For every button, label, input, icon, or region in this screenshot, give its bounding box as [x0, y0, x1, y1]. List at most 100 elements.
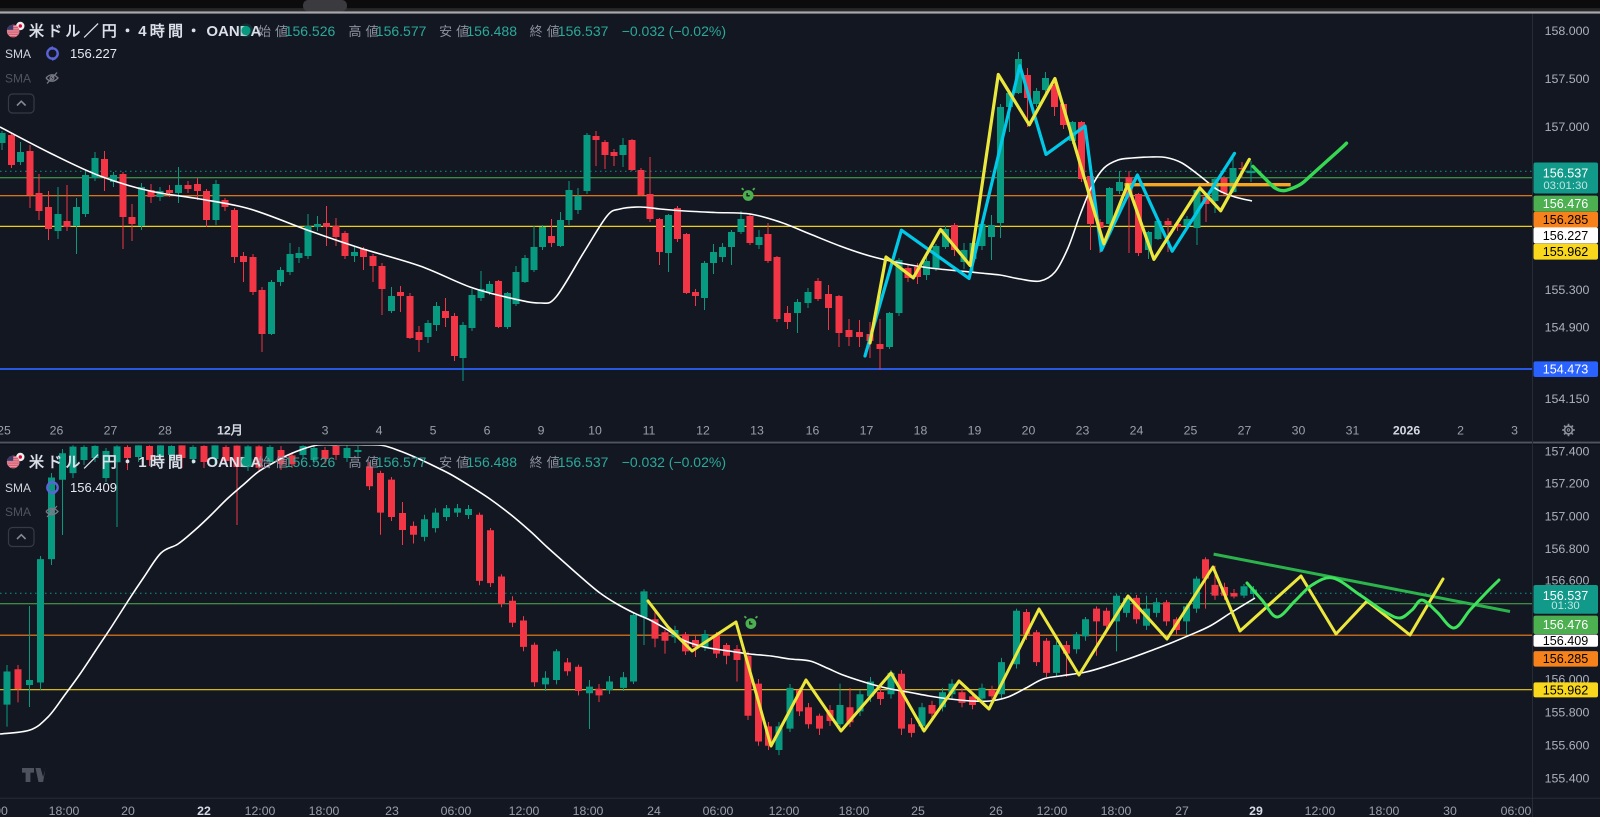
svg-text:12月: 12月: [217, 424, 243, 438]
svg-text:3: 3: [322, 424, 329, 438]
svg-text:米ドル／円・4時間・OANDA: 米ドル／円・4時間・ OANDA: [29, 22, 262, 40]
svg-text:155.962: 155.962: [1543, 683, 1589, 697]
svg-text:156.285: 156.285: [1543, 213, 1589, 227]
svg-text:高値: 高値: [349, 24, 383, 39]
svg-text:SMA: SMA: [5, 72, 31, 86]
svg-text:27: 27: [104, 424, 118, 438]
svg-text:SMA: SMA: [5, 505, 31, 519]
svg-text:156.537: 156.537: [558, 454, 609, 470]
svg-text:156.285: 156.285: [1543, 652, 1589, 666]
svg-text:00: 00: [0, 804, 8, 817]
svg-text:2026: 2026: [1393, 424, 1421, 438]
svg-text:25: 25: [1184, 424, 1198, 438]
svg-text:28: 28: [158, 424, 172, 438]
svg-text:27: 27: [1238, 424, 1252, 438]
svg-text:157.200: 157.200: [1545, 476, 1590, 490]
svg-text:156.227: 156.227: [70, 46, 117, 61]
svg-text:155.600: 155.600: [1545, 738, 1590, 752]
svg-text:23: 23: [1076, 424, 1090, 438]
svg-text:終値: 終値: [530, 24, 564, 39]
svg-text:始値: 始値: [258, 455, 292, 470]
svg-text:5: 5: [430, 424, 437, 438]
svg-text:24: 24: [647, 804, 661, 817]
svg-text:−0.032 (−0.02%): −0.032 (−0.02%): [622, 454, 726, 470]
svg-text:3: 3: [1511, 424, 1518, 438]
svg-text:25: 25: [911, 804, 925, 817]
svg-text:18:00: 18:00: [839, 804, 870, 817]
svg-text:2: 2: [1457, 424, 1464, 438]
svg-text:01:30: 01:30: [1551, 600, 1580, 612]
svg-text:12:00: 12:00: [769, 804, 800, 817]
svg-text:始値: 始値: [258, 24, 292, 39]
svg-text:9: 9: [538, 424, 545, 438]
svg-text:12:00: 12:00: [245, 804, 276, 817]
svg-text:26: 26: [989, 804, 1003, 817]
svg-text:156.800: 156.800: [1545, 542, 1590, 556]
svg-text:12:00: 12:00: [1305, 804, 1336, 817]
svg-text:155.300: 155.300: [1545, 283, 1590, 297]
svg-text:6: 6: [484, 424, 491, 438]
svg-text:16: 16: [806, 424, 820, 438]
svg-text:157.400: 157.400: [1545, 444, 1590, 458]
svg-text:06:00: 06:00: [1501, 804, 1532, 817]
svg-text:18: 18: [914, 424, 928, 438]
svg-text:30: 30: [1443, 804, 1457, 817]
svg-text:155.962: 155.962: [1543, 245, 1589, 259]
svg-text:156.409: 156.409: [1543, 634, 1589, 648]
svg-text:12:00: 12:00: [509, 804, 540, 817]
svg-text:158.000: 158.000: [1545, 24, 1590, 38]
svg-text:154.900: 154.900: [1545, 320, 1590, 334]
svg-text:157.500: 157.500: [1545, 72, 1590, 86]
svg-text:高値: 高値: [349, 455, 383, 470]
svg-text:13: 13: [750, 424, 764, 438]
svg-text:12:00: 12:00: [1037, 804, 1068, 817]
svg-text:156.488: 156.488: [466, 23, 517, 39]
svg-text:156.409: 156.409: [70, 480, 117, 495]
svg-text:24: 24: [1130, 424, 1144, 438]
svg-text:SMA: SMA: [5, 481, 31, 495]
svg-text:19: 19: [968, 424, 982, 438]
svg-text:155.800: 155.800: [1545, 705, 1590, 719]
svg-text:156.537: 156.537: [1543, 167, 1589, 181]
svg-text:11: 11: [643, 424, 656, 438]
svg-text:18:00: 18:00: [1101, 804, 1132, 817]
svg-text:157.000: 157.000: [1545, 509, 1590, 523]
svg-text:156.488: 156.488: [466, 454, 517, 470]
svg-text:03:01:30: 03:01:30: [1543, 180, 1587, 192]
svg-text:26: 26: [50, 424, 64, 438]
svg-text:20: 20: [1022, 424, 1036, 438]
svg-text:156.476: 156.476: [1543, 197, 1589, 211]
svg-text:22: 22: [197, 804, 211, 817]
svg-text:20: 20: [121, 804, 135, 817]
svg-text:156.537: 156.537: [558, 23, 609, 39]
svg-text:米ドル／円・1時間・OANDA: 米ドル／円・1時間・ OANDA: [29, 453, 262, 471]
svg-text:156.526: 156.526: [285, 454, 336, 470]
svg-text:155.400: 155.400: [1545, 771, 1590, 785]
svg-text:156.577: 156.577: [376, 454, 427, 470]
svg-text:23: 23: [385, 804, 399, 817]
svg-text:06:00: 06:00: [703, 804, 734, 817]
svg-text:安値: 安値: [439, 24, 473, 39]
svg-text:SMA: SMA: [5, 47, 31, 61]
svg-text:4: 4: [376, 424, 383, 438]
svg-text:156.577: 156.577: [376, 23, 427, 39]
svg-text:終値: 終値: [530, 455, 564, 470]
svg-text:156.476: 156.476: [1543, 618, 1589, 632]
svg-text:18:00: 18:00: [309, 804, 340, 817]
svg-text:18:00: 18:00: [573, 804, 604, 817]
svg-text:12: 12: [696, 424, 710, 438]
svg-text:安値: 安値: [439, 455, 473, 470]
svg-text:27: 27: [1175, 804, 1189, 817]
svg-text:29: 29: [1249, 804, 1263, 817]
svg-text:18:00: 18:00: [49, 804, 80, 817]
svg-text:156.227: 156.227: [1543, 229, 1589, 243]
svg-text:25: 25: [0, 424, 11, 438]
svg-text:18:00: 18:00: [1369, 804, 1400, 817]
svg-text:−0.032 (−0.02%): −0.032 (−0.02%): [622, 23, 726, 39]
svg-text:156.537: 156.537: [1543, 589, 1589, 603]
svg-text:10: 10: [588, 424, 602, 438]
svg-text:157.000: 157.000: [1545, 120, 1590, 134]
svg-text:31: 31: [1346, 424, 1360, 438]
svg-text:06:00: 06:00: [441, 804, 472, 817]
svg-text:156.600: 156.600: [1545, 573, 1590, 587]
